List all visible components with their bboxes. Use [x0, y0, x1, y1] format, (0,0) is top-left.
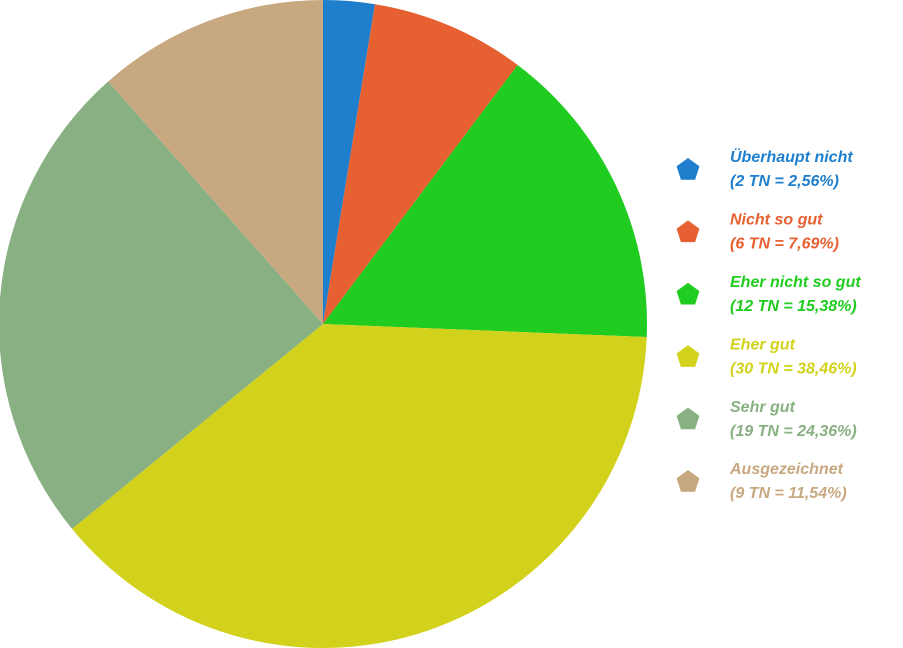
pie-slice — [323, 64, 647, 338]
legend-label: Sehr gut — [730, 399, 796, 416]
pie-slice — [108, 0, 324, 324]
legend-marker — [676, 282, 700, 305]
legend-value: (19 TN = 24,36%) — [730, 423, 857, 440]
legend-label: Ausgezeichnet — [729, 461, 844, 478]
legend-marker — [676, 345, 700, 367]
legend-marker — [676, 220, 700, 243]
legend-marker — [676, 407, 700, 430]
pie-slice — [323, 0, 375, 324]
legend-label: Überhaupt nicht — [730, 147, 853, 166]
legend-label: Eher nicht so gut — [730, 274, 861, 291]
legend-value: (30 TN = 38,46%) — [730, 360, 857, 377]
pie-slice — [0, 81, 323, 529]
pie-slice — [72, 324, 647, 648]
legend-label: Eher gut — [730, 336, 796, 353]
legend-value: (9 TN = 11,54%) — [730, 485, 847, 502]
legend-marker — [676, 470, 700, 492]
legend-marker — [676, 158, 700, 180]
pie-slice — [323, 4, 518, 325]
legend-label: Nicht so gut — [730, 212, 823, 229]
legend-value: (12 TN = 15,38%) — [730, 298, 857, 315]
legend-value: (2 TN = 2,56%) — [730, 173, 839, 190]
legend-value: (6 TN = 7,69%) — [730, 236, 839, 253]
